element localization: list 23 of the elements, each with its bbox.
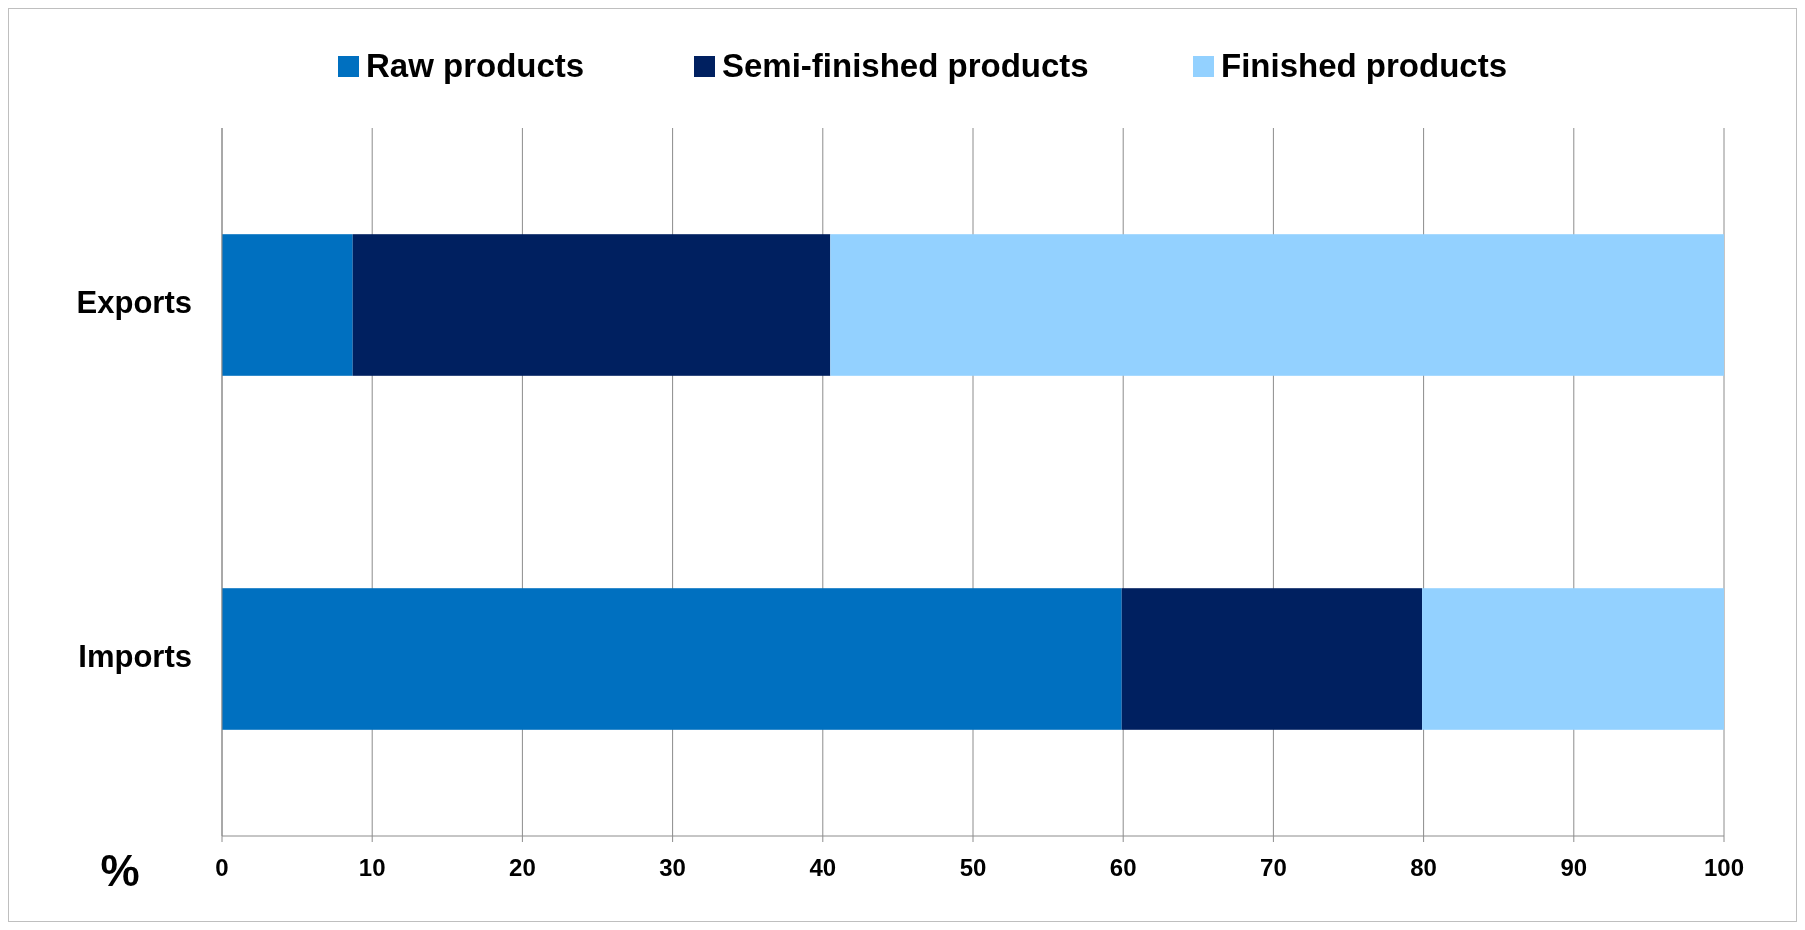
x-tick-label: 80 xyxy=(1410,854,1437,881)
x-tick-label: 20 xyxy=(509,854,536,881)
legend-label: Semi-finished products xyxy=(722,46,1089,84)
x-tick-label: 60 xyxy=(1109,854,1137,881)
x-tick-label: 100 xyxy=(1703,854,1745,881)
legend-label: Raw products xyxy=(366,46,585,84)
bar xyxy=(222,234,353,376)
legend-label: Finished products xyxy=(1221,46,1508,84)
y-tick-label: Imports xyxy=(78,639,192,675)
x-tick-label: 70 xyxy=(1260,854,1287,881)
x-tick-label: 50 xyxy=(959,854,987,881)
x-tick-label: 30 xyxy=(659,854,686,881)
bar xyxy=(222,588,1122,730)
x-tick-label: 90 xyxy=(1560,854,1588,881)
bar xyxy=(352,234,831,376)
bar xyxy=(830,234,1724,376)
x-axis-title: % xyxy=(100,846,140,895)
x-tick-label: 0 xyxy=(215,854,229,881)
x-tick-label: 40 xyxy=(809,854,837,881)
x-tick-label: 10 xyxy=(358,854,386,881)
bar xyxy=(1422,588,1724,730)
y-tick-label: Exports xyxy=(76,285,192,321)
bar xyxy=(1121,588,1423,730)
